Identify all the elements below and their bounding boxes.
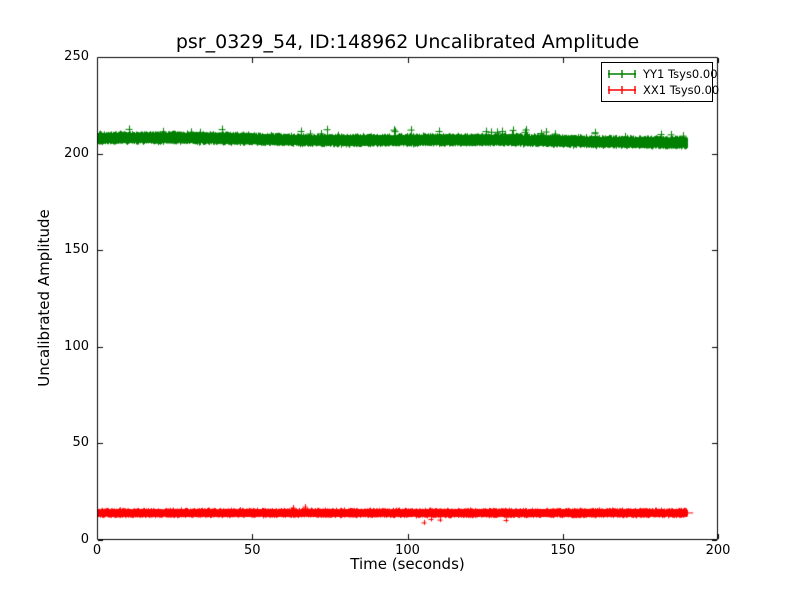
x-axis-label: Time (seconds) — [350, 555, 465, 573]
y-axis-label: Uncalibrated Amplitude — [35, 209, 53, 387]
y-tick-label: 250 — [64, 49, 89, 64]
errorbar-swatch-icon — [608, 70, 636, 78]
x-tick-label: 200 — [705, 543, 731, 558]
y-tick-label: 200 — [64, 145, 89, 161]
legend-entry: XX1 Tsys0.00 — [607, 82, 719, 98]
legend: YY1 Tsys0.00 XX1 Tsys0.00 — [601, 62, 719, 102]
y-tick-label: 100 — [64, 338, 89, 354]
legend-label: XX1 Tsys0.00 — [643, 83, 720, 97]
legend-label: YY1 Tsys0.00 — [643, 67, 718, 81]
x-tick-label: 100 — [395, 543, 420, 558]
errorbar-swatch-icon — [608, 86, 636, 94]
x-tick-label: 0 — [92, 543, 102, 558]
chart-title: psr_0329_54, ID:148962 Uncalibrated Ampl… — [175, 31, 640, 53]
y-tick-label: 0 — [80, 532, 89, 547]
y-tick-label: 150 — [64, 242, 89, 258]
x-tick-label: 50 — [243, 543, 261, 558]
x-tick-label: 150 — [550, 543, 576, 558]
legend-entry: YY1 Tsys0.00 — [607, 66, 718, 82]
y-tick-label: 50 — [72, 435, 89, 451]
